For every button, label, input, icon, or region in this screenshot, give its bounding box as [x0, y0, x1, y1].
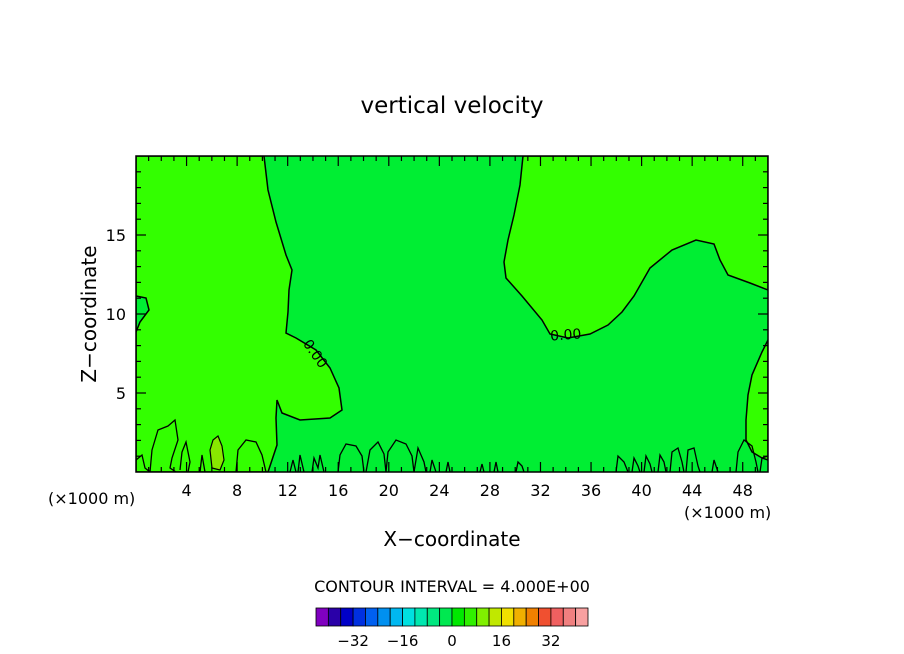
x-tick-label: 20 — [379, 481, 399, 500]
colorbar-swatch — [315, 607, 329, 627]
x-axis-label: X−coordinate — [383, 527, 520, 551]
small-positive-cell — [209, 435, 225, 471]
colorbar-swatch — [476, 607, 490, 627]
x-tick-label: 24 — [429, 481, 449, 500]
colorbar-swatch — [439, 607, 453, 627]
positive-region-left — [136, 156, 343, 472]
colorbar-swatch — [327, 607, 342, 627]
colorbar-swatch — [340, 607, 354, 627]
y-tick-label: 15 — [106, 226, 126, 245]
colorbar-swatch — [451, 607, 465, 627]
colorbar-swatch — [562, 607, 577, 627]
x-tick-label: 28 — [480, 481, 500, 500]
contour-label: 0.00 — [550, 326, 582, 344]
x-tick-labels: 4 8 12 16 20 24 28 32 36 40 44 48 — [181, 481, 752, 500]
x-tick-label: 40 — [631, 481, 651, 500]
colorbar-swatch — [463, 607, 478, 627]
x-tick-label: 16 — [328, 481, 348, 500]
x-tick-label: 4 — [181, 481, 191, 500]
y-tick-label: 10 — [106, 305, 126, 324]
x-tick-label: 12 — [278, 481, 298, 500]
colorbar-swatch — [513, 607, 527, 627]
x-unit-right: (×1000 m) — [684, 503, 771, 522]
x-tick-label: 32 — [530, 481, 550, 500]
positive-region-right-lower — [745, 339, 768, 461]
contour-interval-text: CONTOUR INTERVAL = 4.000E+00 — [314, 577, 590, 596]
x-tick-label: 36 — [581, 481, 601, 500]
chart-title: vertical velocity — [361, 93, 544, 119]
colorbar-tick-label: −32 — [337, 632, 369, 650]
x-tick-label: 44 — [682, 481, 702, 500]
colorbar-swatch — [501, 607, 515, 627]
colorbar-swatch — [365, 607, 379, 627]
colorbar-tick-label: 0 — [447, 632, 457, 650]
colorbar-tick-label: 32 — [541, 632, 560, 650]
colorbar-labels: −32 −16 0 16 32 — [337, 632, 560, 650]
colorbar-swatch — [414, 607, 428, 627]
colorbar-swatch — [488, 607, 502, 627]
colorbar — [315, 607, 589, 627]
colorbar-swatch — [389, 607, 403, 627]
colorbar-swatch — [575, 607, 589, 627]
x-ticks — [148, 156, 756, 472]
y-axis-label: Z−coordinate — [77, 245, 101, 382]
colorbar-swatch — [426, 607, 441, 627]
y-tick-label: 5 — [116, 384, 126, 403]
colorbar-swatch — [402, 607, 416, 627]
colorbar-tick-label: −16 — [387, 632, 419, 650]
colorbar-swatch — [538, 607, 552, 627]
y-ticks — [136, 171, 768, 457]
colorbar-swatch — [377, 607, 391, 627]
positive-region-right — [503, 156, 768, 339]
colorbar-tick-label: 16 — [492, 632, 511, 650]
y-tick-labels: 5 10 15 — [106, 226, 126, 403]
colorbar-swatch — [550, 607, 564, 627]
x-unit-left: (×1000 m) — [48, 489, 135, 508]
surface-contours — [136, 418, 768, 472]
x-tick-label: 8 — [232, 481, 242, 500]
plot-area: 0.000.00 — [135, 155, 769, 473]
colorbar-swatch — [352, 607, 366, 627]
x-tick-label: 48 — [733, 481, 753, 500]
colorbar-swatch — [525, 607, 539, 627]
